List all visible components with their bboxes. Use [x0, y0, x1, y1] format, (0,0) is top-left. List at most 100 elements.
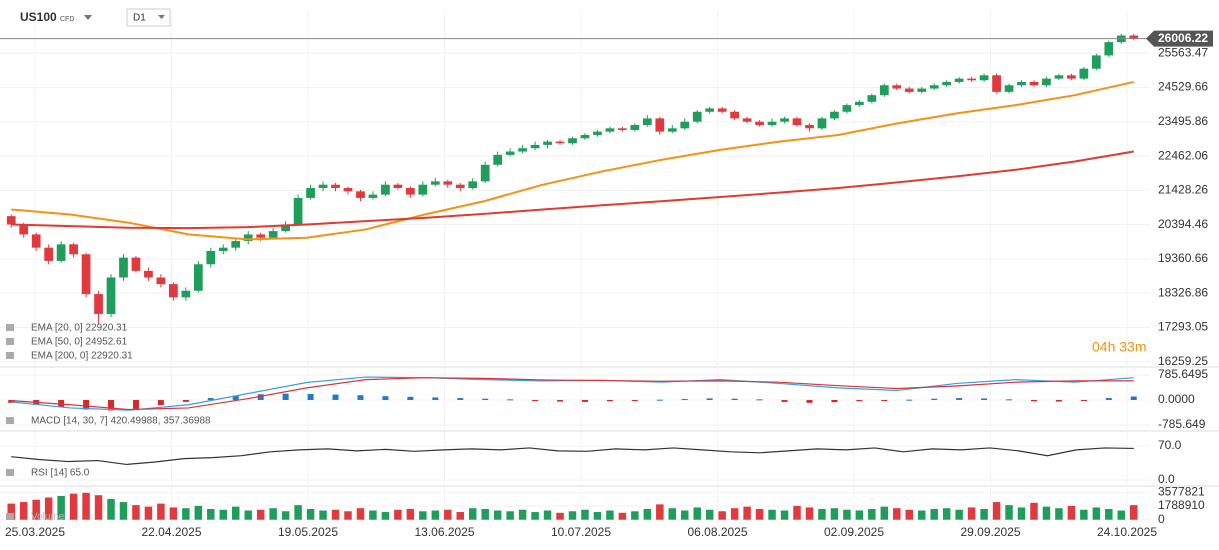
volume-bar — [319, 510, 327, 520]
volume-bar — [793, 505, 801, 520]
volume-bar — [818, 508, 826, 520]
volume-bar — [593, 512, 602, 520]
timeframe-dropdown[interactable] — [158, 15, 165, 19]
last-price-label: 26006.22 — [1158, 31, 1208, 45]
candle-body — [917, 88, 927, 92]
volume-bar — [618, 512, 627, 520]
macd-histogram-bar — [881, 399, 888, 401]
volume-bar — [219, 509, 228, 520]
macd-histogram-bar — [232, 395, 239, 400]
candle-body — [231, 241, 241, 248]
legend-item[interactable]: Volume — [31, 512, 65, 523]
legend-item[interactable]: EMA [50, 0] 24952.61 — [31, 337, 128, 348]
volume-bar — [543, 510, 552, 520]
y-tick-label: 16259.25 — [1158, 354, 1208, 368]
candle-body — [767, 121, 777, 126]
volume-bar — [281, 511, 290, 520]
volume-bar — [19, 502, 28, 520]
candle-body — [281, 224, 290, 232]
candle-body — [44, 247, 54, 261]
volume-bar — [880, 506, 889, 520]
volume-bar — [1067, 505, 1076, 520]
candle-body — [218, 247, 228, 251]
candle-timer: 04h 33m — [1092, 339, 1146, 355]
macd-histogram-bar — [581, 399, 588, 402]
candle-body — [755, 121, 764, 126]
volume-bar — [256, 509, 265, 520]
candle-body — [892, 85, 902, 89]
candle-body — [717, 108, 727, 112]
macd-histogram-bar — [1105, 398, 1112, 400]
volume-bar — [917, 510, 926, 520]
macd-histogram-bar — [931, 398, 938, 400]
candle-body — [56, 244, 66, 261]
macd-histogram-bar — [432, 397, 439, 400]
candle-body — [805, 125, 814, 129]
candle-body — [518, 148, 527, 152]
volume-bar — [157, 503, 165, 520]
candle-body — [1129, 35, 1139, 39]
y-tick-label: 20394.46 — [1158, 217, 1208, 231]
volume-bar — [893, 508, 901, 520]
volume-bar — [394, 509, 402, 520]
volume-bar — [780, 510, 789, 520]
candle-body — [543, 141, 552, 145]
candle-body — [642, 118, 652, 126]
legend-item[interactable]: EMA [20, 0] 22920.31 — [31, 323, 128, 334]
symbol[interactable]: US100 — [20, 10, 57, 24]
candle-body — [929, 85, 939, 89]
indicator-line — [11, 377, 1134, 411]
macd-histogram-bar — [681, 399, 688, 401]
candle-body — [268, 231, 278, 238]
legend-item[interactable]: RSI [14] 65.0 — [31, 468, 90, 479]
macd-histogram-bar — [182, 399, 189, 402]
candle-body — [730, 111, 740, 119]
indicator-line — [11, 447, 1134, 466]
timeframe[interactable]: D1 — [133, 13, 146, 24]
macd-histogram-bar — [557, 399, 564, 402]
candle-body — [680, 121, 690, 129]
volume-bar — [668, 508, 677, 520]
volume-bar — [306, 508, 315, 520]
volume-bar — [531, 512, 539, 520]
candle-body — [618, 128, 627, 130]
candle-body — [1104, 42, 1114, 56]
candle-body — [206, 250, 216, 265]
symbol-dropdown[interactable] — [84, 15, 92, 20]
macd-histogram-bar — [257, 394, 264, 400]
volume-bar — [119, 502, 128, 520]
macd-histogram-bar — [981, 398, 988, 400]
timeframe-box[interactable] — [126, 8, 171, 27]
volume-bar — [1092, 507, 1101, 520]
volume-bar — [693, 507, 701, 520]
candle-body — [867, 95, 877, 102]
macd-histogram-bar — [457, 398, 464, 400]
plot — [0, 33, 1150, 520]
volume-bar — [344, 511, 352, 520]
volume-bar — [942, 508, 951, 520]
candle-body — [830, 111, 839, 119]
volume-bar — [194, 505, 203, 520]
volume-bar — [1042, 506, 1051, 520]
macd-histogram-bar — [806, 399, 813, 403]
x-tick-label: 10.07.2025 — [551, 525, 611, 539]
candle-body — [1042, 78, 1051, 86]
candle-body — [505, 151, 515, 155]
legend-item[interactable]: MACD [14, 30, 7] 420.49988, 357.36988 — [31, 416, 211, 427]
volume-bar — [606, 510, 614, 520]
macd-histogram-bar — [731, 398, 738, 400]
x-tick-label: 29.09.2025 — [960, 525, 1020, 539]
y-tick-label: 3577821 — [1158, 484, 1205, 498]
macd-histogram-bar — [606, 399, 613, 402]
legend-item[interactable]: EMA [200, 0] 22920.31 — [31, 351, 133, 362]
candle-body — [181, 290, 191, 298]
volume-bar — [294, 505, 302, 520]
y-tick-label: 1788910 — [1158, 498, 1205, 512]
candle-body — [31, 234, 41, 248]
macd-histogram-bar — [332, 394, 339, 400]
volume-bar — [768, 509, 776, 520]
candle-body — [156, 277, 166, 285]
y-tick-label: 70.0 — [1158, 438, 1182, 452]
candle-body — [530, 144, 540, 149]
